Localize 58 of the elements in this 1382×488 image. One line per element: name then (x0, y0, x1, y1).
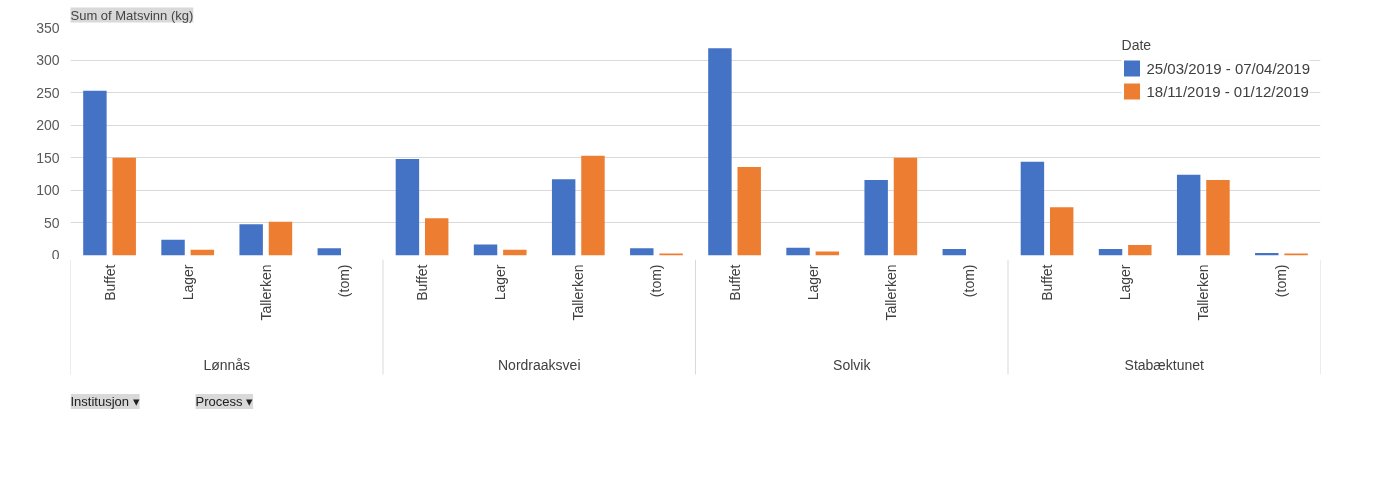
x-tick-label: Buffet (726, 264, 743, 301)
x-tick-label: Buffet (1039, 264, 1056, 301)
y-tick-label: 250 (36, 84, 60, 101)
text: Lønnås (203, 356, 251, 373)
x-tick-label: (tom) (960, 264, 977, 298)
bar (581, 155, 605, 256)
text: Institusjon ▾ (70, 394, 140, 409)
bar (83, 90, 107, 256)
x-tick-label: (tom) (335, 264, 352, 298)
text: Nordraaksvei (498, 356, 581, 373)
bar (473, 244, 498, 256)
bar (1098, 248, 1123, 256)
bar (786, 247, 810, 256)
bar (864, 179, 888, 256)
y-tick-label: 200 (36, 117, 60, 134)
legend-label: 18/11/2019 - 01/12/2019 (1146, 82, 1309, 100)
bar (317, 248, 342, 256)
x-tick-label: Tallerken (882, 264, 899, 321)
bar (708, 48, 732, 256)
x-tick-label: Lager (492, 264, 509, 301)
bar (161, 239, 185, 256)
legend-label: 25/03/2019 - 07/04/2019 (1146, 59, 1310, 77)
bar (737, 166, 761, 256)
x-tick-label: Lager (179, 264, 196, 301)
text: Stabæktunet (1124, 356, 1205, 373)
chart-title: Sum of Matsvinn (kg) (70, 7, 194, 23)
x-tick-label: Tallerken (570, 264, 587, 321)
x-tick-label: Lager (804, 264, 821, 301)
bar (1176, 174, 1201, 256)
bar (1206, 179, 1230, 256)
legend-title: Date (1121, 37, 1153, 53)
bar (1049, 207, 1074, 256)
x-tick-label: Tallerken (1195, 264, 1212, 321)
x-tick-label: Buffet (101, 264, 118, 301)
text: Solvik (833, 356, 872, 373)
bar (630, 248, 654, 256)
y-tick-label: 50 (43, 214, 60, 231)
x-tick-label: Buffet (414, 264, 431, 301)
bar (268, 221, 293, 256)
x-tick-label: Tallerken (257, 264, 274, 321)
text: Process ▾ (195, 394, 254, 409)
bar (395, 159, 420, 256)
bar (551, 179, 576, 256)
bar (112, 157, 136, 256)
y-tick-label: 100 (36, 182, 60, 199)
bar (893, 157, 918, 256)
x-tick-label: Lager (1117, 264, 1134, 301)
bar (942, 248, 967, 256)
bar (424, 218, 449, 256)
x-tick-label: (tom) (648, 264, 665, 298)
bar (239, 224, 263, 256)
x-tick-label: (tom) (1273, 264, 1290, 298)
y-tick-label: 150 (36, 149, 60, 166)
bar (1128, 245, 1152, 256)
y-tick-label: 350 (36, 19, 60, 36)
bar (1020, 161, 1045, 256)
y-tick-label: 0 (51, 246, 60, 263)
y-tick-label: 300 (36, 52, 60, 69)
